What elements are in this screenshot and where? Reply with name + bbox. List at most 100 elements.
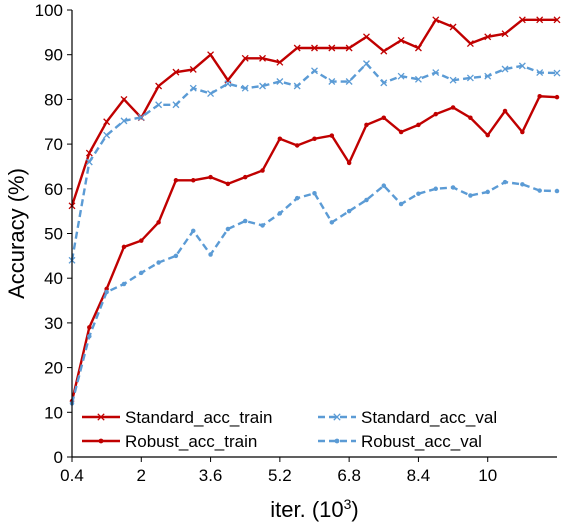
data-point-standard-acc-train [501, 30, 509, 38]
marker-stroke [466, 74, 474, 82]
marker-stroke [155, 101, 163, 109]
marker-stroke [333, 413, 341, 421]
legend-item-standard-acc-train: Standard_acc_train [82, 408, 272, 427]
series-line-robust-acc-val [70, 180, 558, 404]
data-point-robust-acc-val [398, 201, 404, 207]
x-tick-label: 8.4 [407, 466, 431, 485]
data-point-robust-acc-train [416, 122, 421, 128]
marker-stroke [484, 72, 492, 80]
marker-stroke [380, 47, 388, 55]
data-point-robust-acc-train [121, 244, 127, 250]
data-point-standard-acc-val [259, 82, 266, 90]
data-point-standard-acc-val [380, 79, 388, 87]
data-point-robust-acc-val [416, 191, 421, 196]
data-point-robust-acc-train [537, 94, 542, 99]
legend-label: Standard_acc_train [125, 408, 272, 427]
data-point-robust-acc-val [450, 185, 456, 190]
data-point-robust-acc-train [398, 129, 404, 135]
marker-stroke [414, 44, 422, 52]
data-point-robust-acc-val [346, 208, 352, 214]
legend-item-robust-acc-val: Robust_acc_val [318, 432, 482, 451]
marker-stroke [345, 78, 353, 85]
marker-stroke [155, 82, 163, 90]
data-point-standard-acc-train [363, 33, 370, 41]
data-point-robust-acc-val [537, 188, 542, 193]
marker-stroke [466, 40, 474, 47]
marker-stroke [484, 33, 492, 41]
data-point-standard-acc-val [518, 62, 526, 70]
marker-stroke [172, 101, 180, 109]
marker-stroke [414, 75, 422, 83]
data-point-standard-acc-val [85, 158, 93, 166]
data-point-standard-acc-val [449, 76, 457, 84]
marker-stroke [501, 30, 509, 38]
data-point-standard-acc-train [449, 23, 457, 31]
marker-stroke [276, 58, 284, 66]
plot-area [72, 10, 557, 457]
data-point-standard-acc-train [536, 16, 544, 24]
data-point-standard-acc-val [345, 78, 353, 85]
data-point-robust-acc-train [277, 136, 283, 141]
marker-stroke [518, 62, 526, 70]
data-point-robust-acc-train [346, 160, 352, 166]
data-point-standard-acc-val [397, 72, 405, 80]
y-tick-label: 40 [44, 269, 63, 288]
x-axis-label-main: iter. (10 [270, 497, 343, 522]
data-point-standard-acc-train [311, 44, 318, 52]
data-point-standard-acc-train [397, 36, 405, 44]
data-point-standard-acc-train [120, 95, 128, 103]
marker-stroke [432, 16, 440, 24]
data-point-robust-acc-train [364, 122, 369, 128]
marker-stroke [449, 23, 457, 31]
legend: Standard_acc_train Robust_acc_train Standa… [82, 408, 497, 451]
data-point-robust-acc-val [225, 226, 231, 232]
data-point-robust-acc-val [294, 195, 300, 201]
marker-stroke [103, 118, 111, 126]
marker-stroke [311, 67, 318, 75]
marker-stroke [432, 69, 440, 77]
data-point-standard-acc-train [155, 82, 163, 90]
series-standard-acc-train [68, 16, 561, 210]
marker-stroke [536, 16, 544, 24]
data-point-standard-acc-val [120, 117, 128, 125]
data-point-standard-acc-train [466, 40, 474, 47]
y-tick-label: 50 [44, 225, 63, 244]
marker-stroke [120, 117, 128, 125]
data-point-robust-acc-train [554, 94, 560, 100]
marker-stroke [207, 90, 215, 98]
marker-stroke [241, 54, 249, 62]
y-tick-label: 20 [44, 359, 63, 378]
marker-stroke [85, 158, 93, 166]
data-point-robust-acc-val [260, 223, 265, 228]
y-tick-label: 0 [54, 448, 63, 467]
data-point-standard-acc-val [484, 72, 492, 80]
data-point-robust-acc-val [87, 334, 92, 339]
data-point-standard-acc-train [103, 118, 111, 126]
data-point-robust-acc-val [329, 220, 335, 225]
data-point-robust-acc-train [104, 286, 109, 292]
data-point-standard-acc-train [484, 33, 492, 41]
data-point-robust-acc-train [139, 238, 144, 243]
data-point-robust-acc-val [554, 188, 560, 194]
x-axis-label-close: ) [351, 497, 358, 522]
x-tick-label: 10 [478, 466, 497, 485]
data-point-standard-acc-val [432, 69, 440, 77]
y-tick-label: 60 [44, 180, 63, 199]
data-point-standard-acc-val [103, 131, 111, 139]
data-point-standard-acc-train [518, 16, 526, 24]
marker-stroke [85, 149, 93, 157]
y-tick-label: 100 [35, 1, 63, 20]
marker-stroke [276, 78, 284, 85]
marker-stroke [293, 44, 301, 52]
marker-stroke [345, 44, 353, 52]
y-tick-label: 90 [44, 46, 63, 65]
data-point-robust-acc-train [468, 115, 473, 120]
data-point-robust-acc-train [520, 129, 525, 135]
data-point-standard-acc-val [172, 101, 180, 109]
x-tick-label: 5.2 [268, 466, 292, 485]
marker-stroke [363, 60, 370, 68]
data-point-standard-acc-val [207, 90, 215, 98]
data-point-robust-acc-val [364, 197, 369, 203]
data-point-standard-acc-val [276, 78, 284, 85]
